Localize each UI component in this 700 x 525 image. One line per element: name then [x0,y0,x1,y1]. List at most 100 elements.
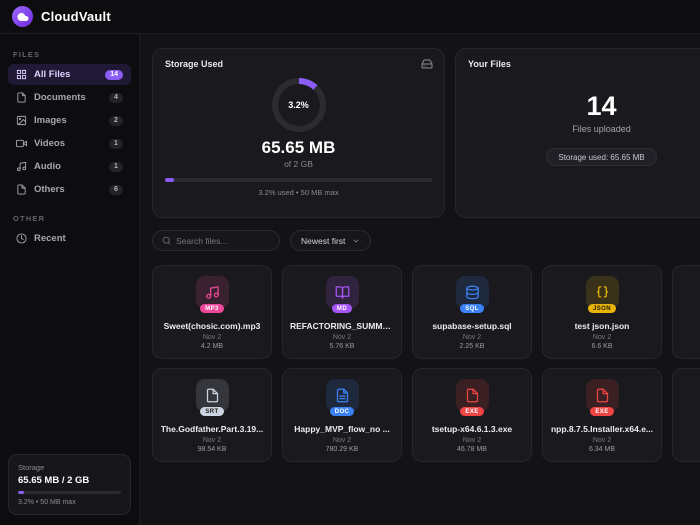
your-files-card: Your Files 14 Files uploaded Storage use… [455,48,700,218]
document-icon [336,388,348,403]
file-card-doc[interactable]: DOC Happy_MVP_flow_no ... Nov 2 780.29 K… [282,368,402,462]
search-box[interactable] [152,230,280,251]
chevron-down-icon [354,239,359,242]
sort-value: Newest first [301,235,346,246]
file-name: Sweet(chosic.com).mp3 [163,321,261,331]
file-size: 5.76 KB [329,343,355,350]
file-date: Nov 2 [332,437,352,444]
sidebar-item-label: Documents [34,92,86,103]
sidebar-section-other: OTHER [13,214,46,223]
sidebar-storage-widget: Storage 65.65 MB / 2 GB 3.2% • 50 MB max [8,454,131,515]
file-size: 46.78 MB [457,446,487,453]
file-type-tile [585,276,619,309]
file-card-clipped[interactable] [672,265,700,359]
sort-dropdown[interactable]: Newest first [290,230,372,251]
file-card-exe-2[interactable]: EXE npp.8.7.5.Installer.x64.e... Nov 2 6… [542,368,662,462]
file-size: 6.34 MB [588,446,616,453]
executable-icon [596,388,608,403]
file-size: 98.54 KB [197,446,227,453]
file-date: Nov 2 [332,334,352,341]
file-type-tile [325,379,359,412]
storage-card-note: 3.2% used • 50 MB max [258,188,339,197]
document-icon [17,92,26,103]
search-icon [162,236,171,245]
grid-icon [16,69,27,80]
sidebar-item-videos[interactable]: Videos 1 [8,133,131,154]
file-type-badge: SRT [200,407,224,416]
file-date: Nov 2 [592,437,612,444]
file-card-json[interactable]: JSON test json.json Nov 2 6.6 KB [542,265,662,359]
main-content: Storage Used 3.2% 65.65 MB of 2 GB 3.2% … [140,34,700,525]
storage-donut-chart: 3.2% [271,78,326,132]
file-name: npp.8.7.5.Installer.x64.e... [550,424,654,434]
sidebar-item-recent[interactable]: Recent [8,228,131,249]
file-type-tile [325,276,359,309]
sidebar-item-all-files[interactable]: All Files 14 [8,64,131,85]
sidebar-item-label: Audio [34,161,61,172]
file-card-mp3[interactable]: MP3 Sweet(chosic.com).mp3 Nov 2 4.2 MB [152,265,272,359]
file-card-clipped[interactable]: scre... [672,368,700,462]
storage-card-title: Storage Used [165,59,224,69]
files-count-label: Files uploaded [572,124,631,134]
book-icon [335,286,349,299]
file-name: Happy_MVP_flow_no ... [294,424,390,434]
file-date: Nov 2 [462,437,482,444]
sidebar-item-count: 1 [109,161,123,172]
file-type-badge: EXE [590,407,614,416]
storage-widget-progressbar [18,491,121,494]
braces-icon [596,286,608,298]
file-size: 780.29 KB [325,446,359,453]
sidebar-item-others[interactable]: Others 6 [8,179,131,200]
sidebar-item-documents[interactable]: Documents 4 [8,87,131,108]
sidebar-item-images[interactable]: Images 2 [8,110,131,131]
file-name: tsetup-x64.6.1.3.exe [431,424,513,434]
sidebar-item-label: Videos [34,138,65,149]
file-date: Nov 2 [592,334,612,341]
database-icon [465,285,479,300]
clock-icon [16,233,27,244]
file-type-tile [455,276,489,309]
file-icon [206,388,218,403]
file-type-tile [585,379,619,412]
sidebar-item-label: Others [34,184,65,195]
storage-used-card: Storage Used 3.2% 65.65 MB of 2 GB 3.2% … [152,48,445,218]
sidebar-item-audio[interactable]: Audio 1 [8,156,131,177]
file-type-badge: EXE [460,407,484,416]
storage-card-progressbar [165,178,432,182]
file-card-exe-1[interactable]: EXE tsetup-x64.6.1.3.exe Nov 2 46.78 MB [412,368,532,462]
sidebar-item-label: Images [34,115,67,126]
file-card-md[interactable]: MD REFACTORING_SUMMA... Nov 2 5.76 KB [282,265,402,359]
file-grid: MP3 Sweet(chosic.com).mp3 Nov 2 4.2 MB M… [152,265,700,462]
file-card-sql[interactable]: SQL supabase-setup.sql Nov 2 2.25 KB [412,265,532,359]
storage-widget-progress-fill [18,491,24,494]
file-name: supabase-setup.sql [432,321,512,331]
file-type-badge: JSON [588,304,616,313]
overview-cards-row: Storage Used 3.2% 65.65 MB of 2 GB 3.2% … [152,48,700,218]
cloud-logo-icon [12,6,33,27]
file-type-badge: SQL [460,304,484,313]
file-type-tile [195,379,229,412]
file-card-srt[interactable]: SRT The.Godfather.Part.3.19... Nov 2 98.… [152,368,272,462]
sidebar-item-count: 14 [105,69,123,80]
file-name: REFACTORING_SUMMA... [290,321,394,331]
file-date: Nov 2 [202,437,222,444]
file-type-tile [195,276,229,309]
file-type-badge: DOC [329,407,355,416]
top-bar: CloudVault [0,0,700,34]
hard-drive-icon [421,59,433,69]
file-type-tile [455,379,489,412]
image-icon [16,115,27,126]
file-date: Nov 2 [462,334,482,341]
search-input[interactable] [176,235,270,246]
executable-icon [466,388,478,403]
file-type-badge: MD [331,304,353,313]
files-toolbar: Newest first [152,230,700,251]
file-type-badge: MP3 [200,304,224,313]
files-storage-badge: Storage used: 65.65 MB [546,148,657,166]
file-size: 6.6 KB [591,343,613,350]
app-name: CloudVault [41,9,111,24]
files-count: 14 [586,91,617,121]
sidebar: FILES All Files 14 Documents 4 Images 2 … [0,34,140,525]
files-badge-wrap: Storage used: 65.65 MB [468,148,700,166]
storage-widget-usage: 65.65 MB / 2 GB [18,475,90,486]
